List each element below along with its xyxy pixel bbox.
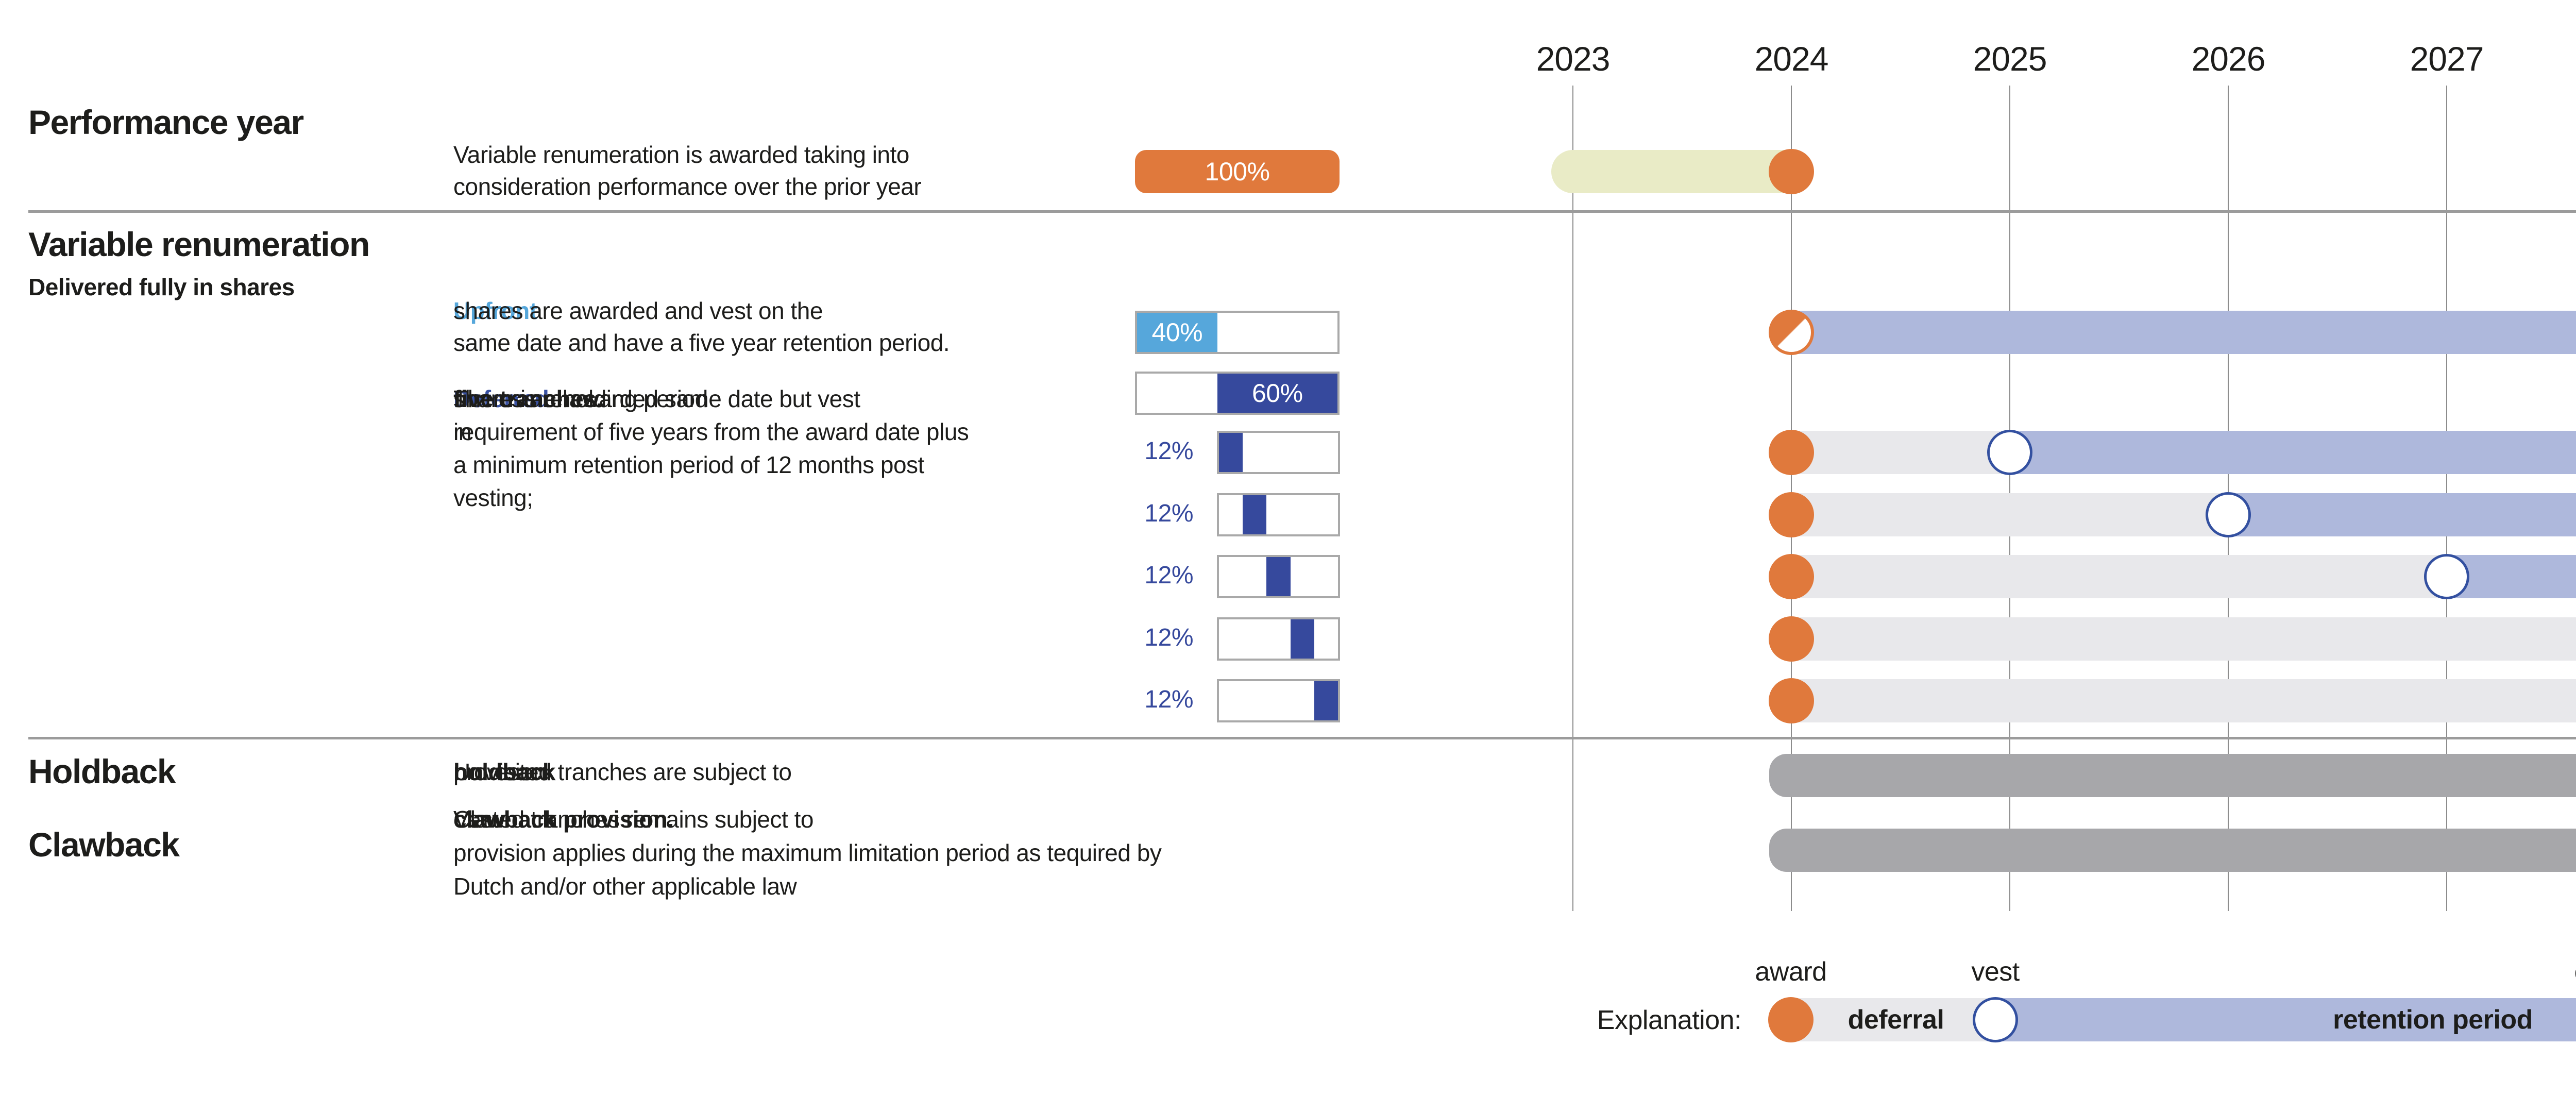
legend-vest-dot (1973, 997, 2018, 1042)
holdback-bar (1769, 754, 2576, 797)
upfront-award-vest-dot (1769, 310, 1814, 355)
legend-award-label: award (1755, 957, 1827, 987)
tranche-5-allocation-fill (1314, 681, 1338, 720)
tranche-3-allocation-bar (1217, 555, 1340, 598)
clawback-title: Clawback (28, 826, 180, 864)
tranche-2-pct-label: 12% (1144, 500, 1193, 527)
upfront-allocation-fill: 40% (1137, 313, 1217, 352)
tranche-5-deferral-bar (1791, 679, 2576, 722)
tranche-3-vest-dot (2424, 554, 2469, 599)
clawback-bar (1769, 829, 2576, 872)
upfront-allocation-label: 40% (1151, 318, 1203, 347)
variable-remuneration-subtitle: Delivered fully in shares (28, 274, 295, 300)
deferred-allocation-fill: 60% (1217, 374, 1337, 413)
performance-year-title: Performance year (28, 103, 304, 141)
year-label-2025: 2025 (1973, 40, 2047, 78)
upfront-allocation-bar: 40% (1135, 311, 1340, 354)
tranche-2-deferral-bar (1791, 493, 2228, 536)
section-divider (28, 737, 2576, 739)
legend-retention-text: retention period (2333, 1005, 2533, 1035)
tranche-1-allocation-fill (1219, 433, 1243, 472)
tranche-2-allocation-fill (1243, 495, 1267, 534)
year-label-2026: 2026 (2191, 40, 2266, 78)
year-label-2027: 2027 (2410, 40, 2484, 78)
deferred-allocation-bar: 60% (1135, 372, 1340, 415)
upfront-retention-bar (1791, 311, 2576, 354)
legend-deferral-bar (1783, 998, 1996, 1041)
tranche-1-vest-dot (1987, 430, 2032, 475)
legend-award-dot (1768, 997, 1814, 1042)
tranche-5-allocation-bar (1217, 679, 1340, 722)
tranche-1-pct-label: 12% (1144, 437, 1193, 465)
legend-retention-bar (1996, 998, 2576, 1041)
tranche-3-pct-label: 12% (1144, 562, 1193, 589)
year-label-2023: 2023 (1536, 40, 1611, 78)
tranche-1-deferral-bar (1791, 431, 2010, 474)
tranche-3-award-dot (1769, 554, 1814, 599)
legend-title: Explanation: (1597, 1005, 1742, 1035)
performance-allocation-bar: 100% (1135, 150, 1340, 193)
tranche-1-allocation-bar (1217, 431, 1340, 474)
tranche-3-deferral-bar (1791, 555, 2447, 598)
tranche-2-retention-bar (2228, 493, 2576, 536)
tranche-3-allocation-fill (1266, 557, 1291, 596)
tranche-1-retention-bar (2010, 431, 2576, 474)
performance-allocation-label: 100% (1205, 157, 1270, 186)
tranche-5-pct-label: 12% (1144, 686, 1193, 713)
tranche-2-award-dot (1769, 492, 1814, 537)
section-divider (28, 210, 2576, 213)
deferred-allocation-label: 60% (1252, 379, 1303, 408)
tranche-4-award-dot (1769, 616, 1814, 662)
performance-award-dot (1769, 149, 1814, 194)
tranche-4-deferral-bar (1791, 617, 2576, 661)
tranche-4-allocation-fill (1290, 619, 1314, 659)
tranche-2-vest-dot (2206, 492, 2251, 537)
tranche-4-allocation-bar (1217, 617, 1340, 661)
legend-vest-label: vest (1971, 957, 2020, 987)
tranche-1-award-dot (1769, 430, 1814, 475)
tranche-4-pct-label: 12% (1144, 624, 1193, 651)
performance-period-bar (1551, 150, 1791, 193)
year-label-2024: 2024 (1754, 40, 1829, 78)
variable-remuneration-title: Variable renumeration (28, 225, 370, 263)
legend-end-of-retention-label: end of retention period (2473, 956, 2576, 987)
legend-deferral-text: deferral (1848, 1005, 1944, 1035)
tranche-5-award-dot (1769, 678, 1814, 723)
tranche-2-allocation-bar (1217, 493, 1340, 536)
holdback-title: Holdback (28, 752, 176, 790)
year-gridline-2023 (1572, 86, 1573, 911)
